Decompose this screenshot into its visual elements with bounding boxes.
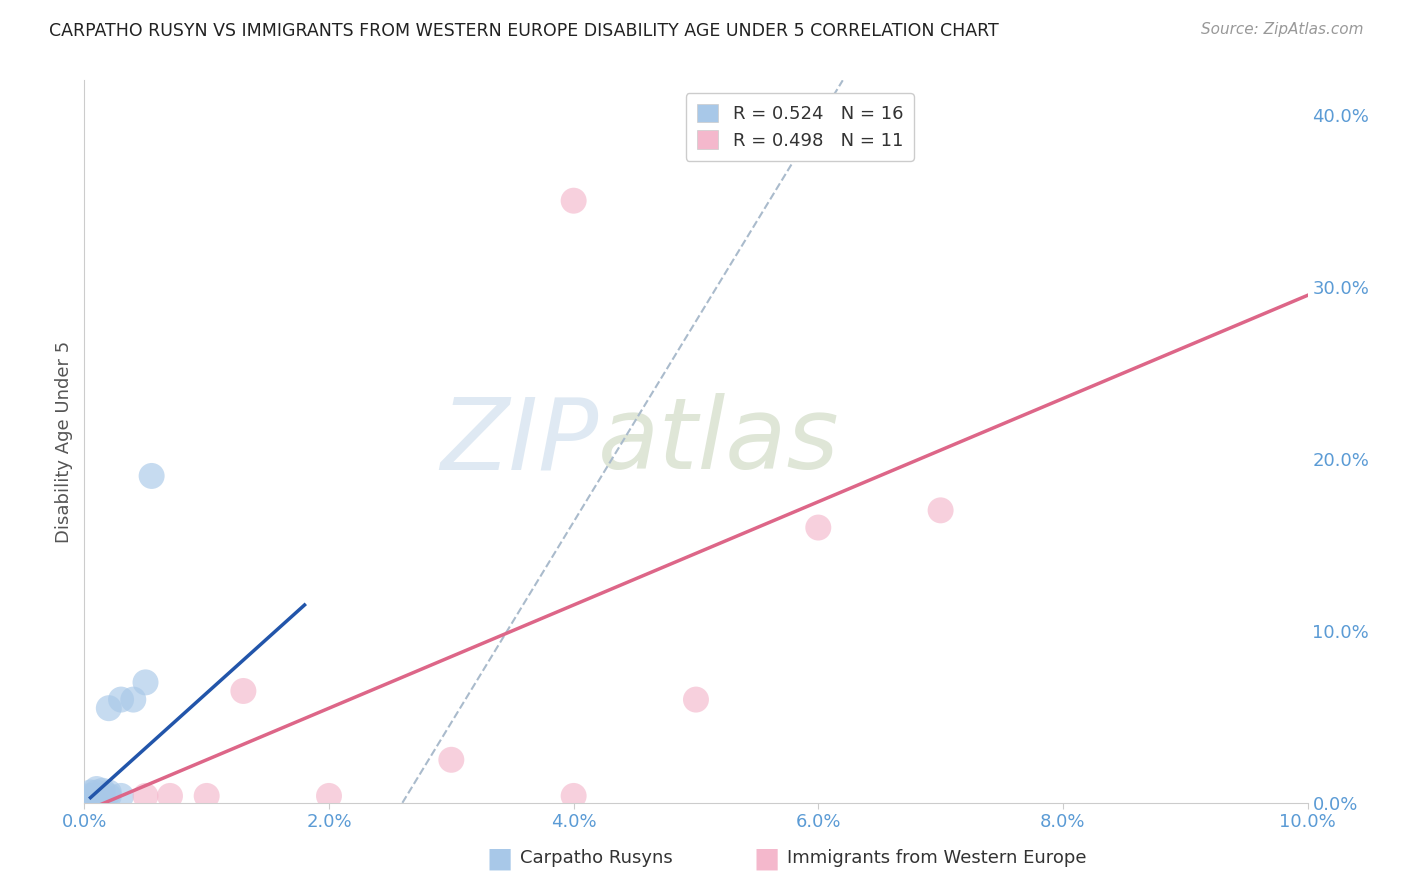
Text: ■: ■: [486, 844, 512, 872]
Point: [562, 789, 585, 803]
Point: [91, 784, 114, 798]
Point: [562, 194, 585, 208]
Point: [440, 753, 463, 767]
Point: [232, 684, 254, 698]
Text: CARPATHO RUSYN VS IMMIGRANTS FROM WESTERN EUROPE DISABILITY AGE UNDER 5 CORRELAT: CARPATHO RUSYN VS IMMIGRANTS FROM WESTER…: [49, 22, 998, 40]
Point: [685, 692, 707, 706]
Point: [86, 785, 108, 799]
Point: [122, 692, 145, 706]
Point: [929, 503, 952, 517]
Legend: R = 0.524   N = 16, R = 0.498   N = 11: R = 0.524 N = 16, R = 0.498 N = 11: [686, 93, 914, 161]
Text: ZIP: ZIP: [440, 393, 598, 490]
Point: [141, 469, 163, 483]
Point: [110, 789, 132, 803]
Point: [79, 785, 101, 799]
Text: atlas: atlas: [598, 393, 839, 490]
Point: [195, 789, 218, 803]
Point: [86, 782, 108, 797]
Point: [91, 789, 114, 803]
Text: ■: ■: [754, 844, 779, 872]
Point: [83, 789, 105, 803]
Point: [79, 789, 101, 803]
Point: [159, 789, 181, 803]
Y-axis label: Disability Age Under 5: Disability Age Under 5: [55, 341, 73, 542]
Text: Source: ZipAtlas.com: Source: ZipAtlas.com: [1201, 22, 1364, 37]
Text: Immigrants from Western Europe: Immigrants from Western Europe: [787, 849, 1087, 867]
Text: Carpatho Rusyns: Carpatho Rusyns: [520, 849, 673, 867]
Point: [97, 789, 120, 803]
Point: [97, 785, 120, 799]
Point: [318, 789, 340, 803]
Point: [135, 789, 157, 803]
Point: [86, 789, 108, 803]
Point: [97, 701, 120, 715]
Point: [807, 520, 830, 534]
Point: [135, 675, 157, 690]
Point: [110, 692, 132, 706]
